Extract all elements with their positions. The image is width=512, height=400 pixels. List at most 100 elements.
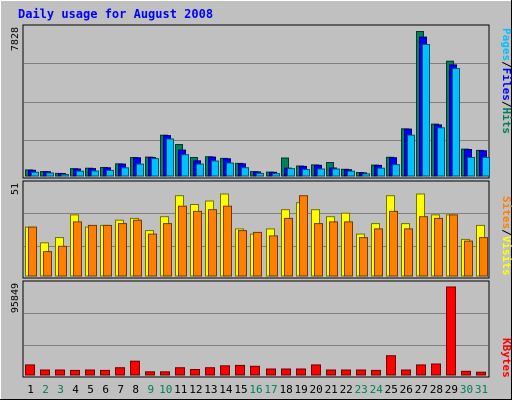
- bar-kbytes-day-25: [386, 355, 396, 376]
- bar-sites-day-7: [118, 223, 127, 277]
- bars-layer: [25, 31, 490, 376]
- bar-sites-day-16: [253, 231, 262, 277]
- bar-kbytes-day-1: [25, 364, 35, 376]
- bar-pages-day-29: [452, 68, 460, 177]
- bar-pages-day-21: [332, 168, 340, 177]
- bar-pages-day-28: [437, 127, 445, 177]
- legend-sites: Sites: [500, 196, 512, 229]
- bar-sites-day-26: [404, 228, 413, 277]
- bar-sites-day-31: [479, 237, 488, 277]
- legend-hits-files-pages: Pages/Files/Hits: [500, 28, 512, 134]
- legend-hits: Hits: [500, 108, 512, 135]
- bar-pages-day-25: [392, 164, 400, 177]
- bar-pages-day-11: [181, 154, 189, 177]
- bar-sites-day-3: [58, 245, 67, 277]
- x-tick-label-day-10: 10: [159, 383, 172, 396]
- bar-kbytes-day-17: [266, 368, 276, 376]
- bar-kbytes-day-24: [371, 369, 381, 376]
- x-tick-label-day-5: 5: [87, 383, 94, 396]
- bar-sites-day-14: [223, 205, 232, 277]
- bar-sites-day-30: [464, 240, 473, 277]
- bar-pages-day-1: [31, 171, 39, 177]
- bar-sites-day-2: [43, 251, 52, 277]
- bar-sites-day-9: [148, 233, 157, 277]
- bar-pages-day-31: [482, 157, 490, 177]
- bar-pages-day-23: [362, 173, 370, 177]
- bar-sites-day-22: [344, 221, 353, 277]
- y-axis-max-labels: 7828 51 95849: [10, 27, 21, 313]
- bar-kbytes-day-19: [296, 368, 306, 376]
- bar-sites-day-4: [73, 221, 82, 277]
- bar-kbytes-day-11: [175, 367, 185, 376]
- bar-kbytes-day-3: [55, 369, 65, 376]
- panel-kbytes: [22, 280, 490, 378]
- bar-kbytes-day-4: [70, 369, 80, 376]
- x-tick-label-day-12: 12: [189, 383, 202, 396]
- bar-pages-day-8: [136, 163, 144, 177]
- bar-sites-day-19: [299, 195, 308, 277]
- legend-pages: Pages: [500, 28, 512, 61]
- legend-kbytes: KBytes: [500, 338, 512, 378]
- bar-kbytes-day-9: [145, 371, 155, 376]
- bar-sites-day-5: [88, 224, 97, 277]
- chart-title: Daily usage for August 2008: [18, 7, 213, 21]
- bar-pages-day-7: [121, 167, 129, 177]
- bar-pages-day-4: [76, 170, 84, 177]
- bar-sites-day-23: [359, 237, 368, 277]
- y-max-label: 51: [10, 183, 21, 195]
- bar-pages-day-17: [272, 173, 280, 177]
- bar-kbytes-day-5: [85, 369, 95, 376]
- x-tick-label-day-15: 15: [234, 383, 247, 396]
- bar-sites-day-13: [208, 209, 217, 277]
- bar-pages-day-22: [347, 170, 355, 177]
- bar-kbytes-day-16: [250, 365, 260, 376]
- x-tick-label-day-17: 17: [264, 383, 277, 396]
- x-tick-label-day-8: 8: [132, 383, 139, 396]
- bar-pages-day-30: [467, 157, 475, 177]
- x-tick-label-day-3: 3: [57, 383, 64, 396]
- bar-kbytes-day-14: [220, 365, 230, 376]
- x-tick-label-day-14: 14: [219, 383, 233, 396]
- bar-sites-day-8: [133, 219, 142, 277]
- bar-sites-day-1: [28, 226, 37, 277]
- bar-sites-day-20: [314, 223, 323, 277]
- bar-pages-day-19: [302, 169, 310, 177]
- bar-kbytes-day-30: [461, 370, 471, 376]
- x-tick-label-day-6: 6: [102, 383, 109, 396]
- bar-kbytes-day-23: [356, 369, 366, 376]
- bar-kbytes-day-10: [160, 371, 170, 376]
- x-tick-label-day-7: 7: [117, 383, 124, 396]
- legend-visits: Visits: [500, 236, 512, 276]
- bar-pages-day-6: [106, 169, 114, 177]
- bar-sites-day-21: [329, 221, 338, 277]
- x-tick-label-day-2: 2: [42, 383, 49, 396]
- x-tick-label-day-1: 1: [27, 383, 34, 396]
- bar-pages-day-26: [407, 134, 415, 177]
- bar-pages-day-18: [287, 168, 295, 177]
- bar-sites-day-29: [449, 214, 458, 277]
- x-tick-label-day-30: 30: [460, 383, 473, 396]
- x-tick-label-day-25: 25: [385, 383, 398, 396]
- bar-kbytes-day-27: [416, 364, 426, 376]
- bar-sites-day-24: [374, 228, 383, 277]
- x-tick-label-day-13: 13: [204, 383, 217, 396]
- bar-pages-day-3: [61, 174, 69, 177]
- bar-pages-day-5: [91, 170, 99, 177]
- bar-kbytes-day-6: [100, 369, 110, 376]
- bar-kbytes-day-13: [205, 367, 215, 376]
- bar-pages-day-13: [211, 160, 219, 177]
- bar-kbytes-day-21: [326, 369, 336, 376]
- x-tick-label-day-20: 20: [309, 383, 322, 396]
- bar-pages-day-27: [422, 44, 430, 177]
- bar-kbytes-day-8: [130, 360, 140, 376]
- x-tick-label-day-24: 24: [370, 383, 384, 396]
- bar-sites-day-12: [193, 210, 202, 277]
- bar-pages-day-12: [196, 163, 204, 177]
- x-tick-label-day-18: 18: [279, 383, 292, 396]
- bar-sites-day-11: [178, 205, 187, 277]
- legend-sep-1: /: [500, 61, 512, 68]
- bar-pages-day-14: [226, 162, 234, 177]
- x-tick-label-day-23: 23: [355, 383, 368, 396]
- bar-sites-day-10: [163, 223, 172, 277]
